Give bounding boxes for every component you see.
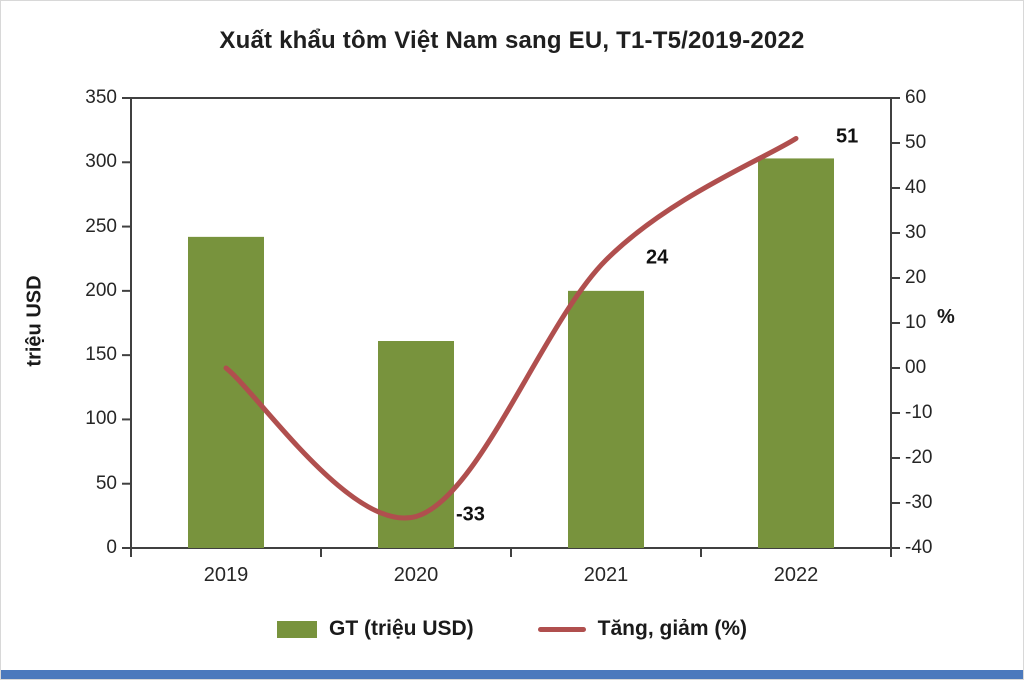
x-axis-category-label: 2022 bbox=[773, 564, 819, 586]
chart-title: Xuất khẩu tôm Việt Nam sang EU, T1-T5/20… bbox=[219, 27, 805, 54]
chart-legend: GT (triệu USD) Tăng, giảm (%) bbox=[1, 617, 1023, 641]
left-axis-tick-label: 200 bbox=[85, 279, 117, 301]
bar-2020 bbox=[378, 341, 454, 548]
left-axis-title: triệu USD bbox=[23, 275, 46, 367]
right-axis-tick-label: -30 bbox=[905, 492, 933, 513]
line-series-swatch bbox=[537, 626, 586, 632]
right-axis-tick-label: -20 bbox=[905, 447, 933, 468]
line-point-label: -33 bbox=[456, 503, 485, 525]
bar-series-swatch bbox=[276, 620, 317, 638]
left-axis-tick-label: 50 bbox=[95, 472, 117, 494]
right-axis-tick-label: -40 bbox=[905, 537, 933, 558]
bar-2021 bbox=[568, 290, 644, 548]
left-axis-tick-label: 300 bbox=[85, 151, 117, 173]
right-axis-tick-label: -10 bbox=[905, 402, 933, 423]
line-point-label: 24 bbox=[646, 246, 669, 269]
left-axis-tick-label: 150 bbox=[85, 344, 117, 366]
x-axis-category-label: 2020 bbox=[393, 564, 439, 586]
right-axis-tick-label: 10 bbox=[905, 312, 927, 333]
right-axis-tick-label: 20 bbox=[905, 267, 927, 288]
right-axis-tick-label: 30 bbox=[905, 222, 927, 243]
growth-line bbox=[223, 136, 799, 521]
left-axis-tick-label: 250 bbox=[85, 215, 117, 237]
x-axis-category-label: 2019 bbox=[203, 564, 249, 586]
left-axis-tick-label: 100 bbox=[85, 408, 117, 430]
left-axis-tick-label: 350 bbox=[85, 87, 117, 108]
footer-accent-bar bbox=[1, 670, 1023, 679]
right-axis-title: % bbox=[937, 306, 955, 328]
right-axis-tick-label: 50 bbox=[905, 132, 927, 153]
line-point-label: 51 bbox=[836, 125, 859, 147]
legend-item-bar-series: GT (triệu USD) bbox=[276, 617, 474, 641]
right-axis-tick-label: 60 bbox=[905, 87, 927, 108]
bar-2022 bbox=[758, 158, 834, 548]
line-series-label: Tăng, giảm (%) bbox=[597, 617, 747, 640]
right-axis-tick-label: 00 bbox=[905, 357, 927, 378]
bar-series-label: GT (triệu USD) bbox=[328, 617, 474, 640]
x-axis-category-label: 2021 bbox=[583, 564, 629, 586]
right-axis-tick-label: 40 bbox=[905, 177, 927, 198]
legend-item-line-series: Tăng, giảm (%) bbox=[537, 617, 747, 641]
left-axis-tick-label: 0 bbox=[106, 537, 117, 558]
